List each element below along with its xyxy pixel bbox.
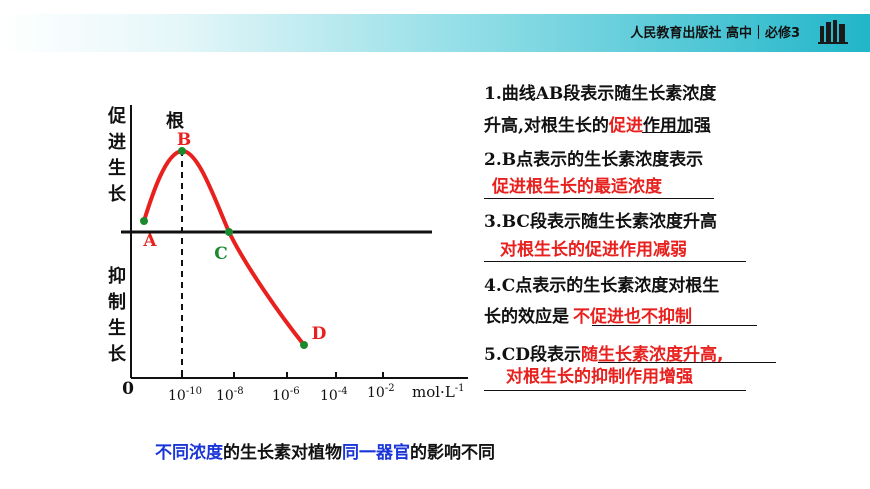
tick-label: 10-10 [168, 386, 202, 404]
answer-5a: 随生长素浓度升高, [581, 345, 724, 365]
answer-4-underline [592, 325, 757, 326]
answer-1-underline [642, 132, 690, 133]
statement-1-line-2: 升高,对根生长的促进作用加强 [484, 116, 711, 136]
tick-label: 10-6 [272, 386, 300, 404]
answer-2: 促进根生长的最适浓度 [492, 177, 662, 197]
answer-4: 不促进也不抑制 [573, 307, 692, 327]
point-d [300, 341, 308, 349]
answer-3: 对根生长的促进作用减弱 [500, 240, 687, 260]
statement-2-line-1: 2.B点表示的生长素浓度表示 [484, 150, 704, 170]
label-d: D [312, 324, 327, 344]
publisher-label: 人民教育出版社 高中｜必修3 [630, 26, 800, 41]
response-curve [142, 149, 306, 347]
answer-3-underline [484, 261, 746, 262]
label-b: B [177, 130, 191, 150]
statement-4-line-1: 4.C点表示的生长素浓度对根生 [484, 276, 720, 296]
organ-label: 根 [166, 110, 184, 132]
answer-5b: 对根生长的抑制作用增强 [506, 367, 693, 387]
answer-5a-underline [598, 362, 776, 363]
answer-2-underline [484, 198, 714, 199]
tick-label: 10-2 [367, 383, 395, 401]
statement-3-line-1: 3.BC段表示随生长素浓度升高 [484, 212, 717, 232]
auxin-response-chart: 促进生长 抑制生长 根 0 A B C D 10-10 10-8 10-6 10… [107, 105, 468, 404]
point-a [140, 217, 148, 225]
tick-label: 10-4 [320, 386, 348, 404]
label-a: A [142, 231, 157, 251]
y-top-char-1: 促进生长 [107, 105, 127, 205]
summary-note: 不同浓度的生长素对植物同一器官的影响不同 [155, 443, 495, 463]
statement-5-line-1: 5.CD段表示随生长素浓度升高, [484, 345, 724, 365]
point-b [178, 147, 186, 155]
answer-5b-underline [484, 390, 746, 391]
origin-label: 0 [122, 379, 134, 399]
tick-label: 10-8 [216, 386, 244, 404]
header-banner [0, 14, 870, 52]
statement-4-line-2: 长的效应是 不促进也不抑制 [484, 307, 692, 327]
point-c [225, 228, 233, 236]
books-icon [818, 18, 848, 44]
statement-1-line-1: 1.曲线AB段表示随生长素浓度 [484, 84, 717, 104]
answer-1: 促进 [608, 116, 643, 136]
label-c: C [214, 244, 228, 264]
y-bottom-char-1: 抑制生长 [108, 266, 127, 365]
unit-label: mol·L-1 [412, 383, 465, 401]
